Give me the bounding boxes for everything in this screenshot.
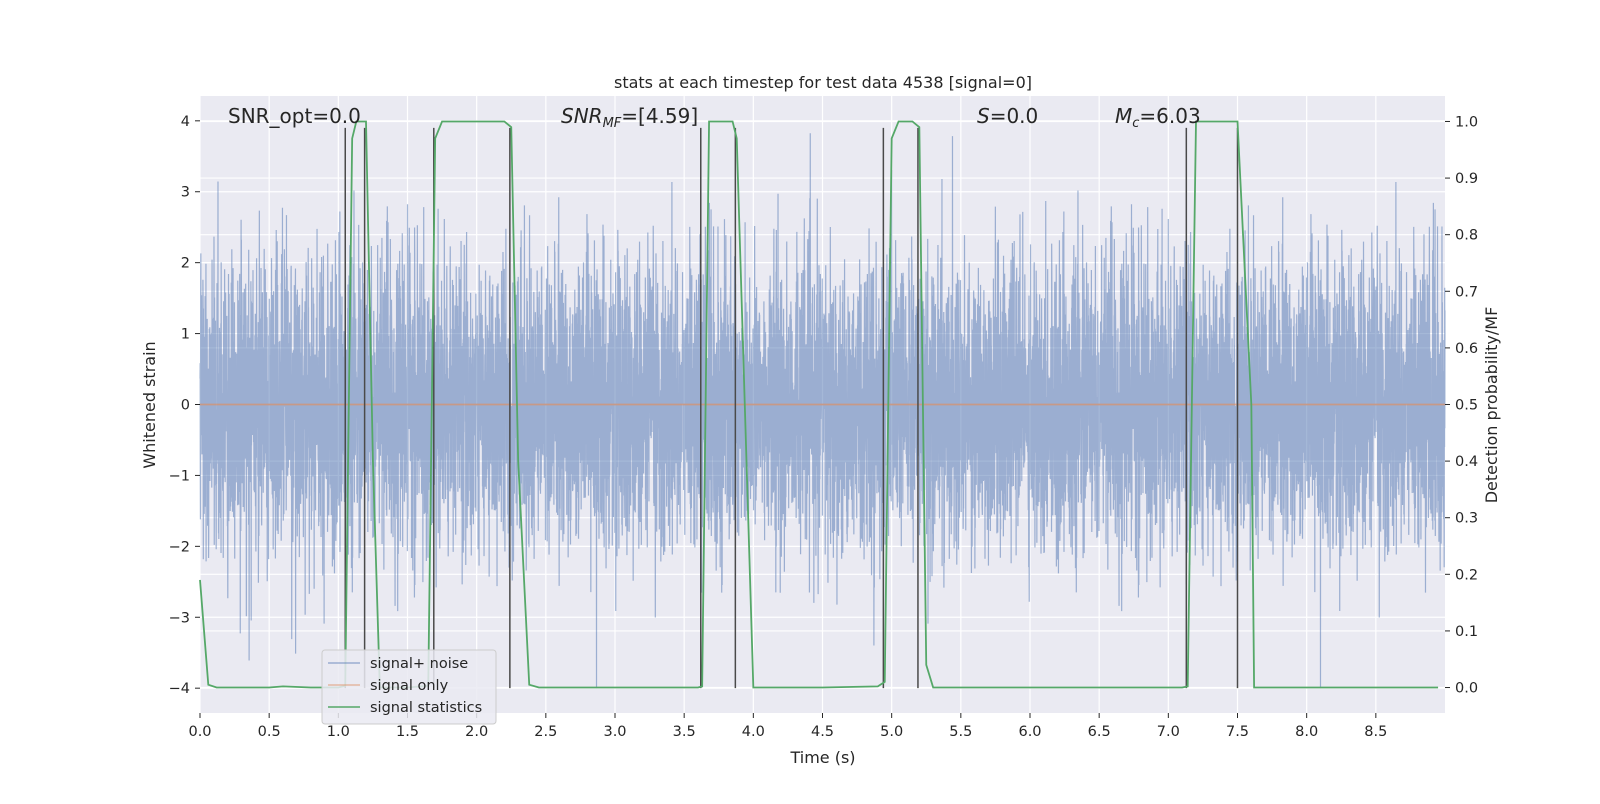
y2-tick-label-5: 0.5	[1455, 398, 1478, 414]
x-tick-label-10: 5.0	[880, 724, 903, 740]
x-tick-label-8: 4.0	[742, 724, 765, 740]
y-tick-label-3: −1	[169, 468, 190, 484]
y-tick-label-1: −3	[169, 610, 190, 626]
line-signal-statistics	[199, 120, 1439, 689]
x-axis-ticks: 0.0 0.5 1.0 1.5 2.0 2.5 3.0 3.5 4.0 4.5 5.0 5.5 6.0 6…	[188, 713, 1387, 740]
y2-tick-label-4: 0.4	[1455, 454, 1478, 470]
y2-tick-label-8: 0.8	[1455, 228, 1478, 244]
y-tick-label-5: 1	[181, 327, 190, 343]
y-tick-label-8: 4	[181, 114, 190, 130]
y2-tick-label-10: 1.0	[1455, 114, 1478, 130]
y-tick-label-0: −4	[169, 681, 190, 697]
y2-tick-label-0: 0.0	[1455, 681, 1478, 697]
legend-label-signal-statistics: signal statistics	[370, 700, 482, 716]
annotation-snr-opt: SNR_opt=0.0	[228, 104, 361, 128]
annotation-s-value: =0.0	[990, 104, 1039, 128]
x-tick-label-0: 0.0	[188, 724, 211, 740]
x-tick-label-2: 1.0	[327, 724, 350, 740]
x-tick-label-12: 6.0	[1018, 724, 1041, 740]
y2-tick-label-2: 0.2	[1455, 567, 1478, 583]
y-tick-label-7: 3	[181, 185, 190, 201]
annotation-snr-mf-main: SNR	[561, 104, 603, 128]
annotation-s: S=0.0	[977, 104, 1038, 128]
y2-tick-label-7: 0.7	[1455, 284, 1478, 300]
y2-axis-ticks: 0.0 0.1 0.2 0.3 0.4 0.5 0.6 0.7 0.8 0.9 1.0	[1445, 114, 1478, 697]
annotation-mc-value: =6.03	[1139, 104, 1200, 128]
chart-title: stats at each timestep for test data 453…	[614, 73, 1032, 92]
legend-label-signal-noise: signal+ noise	[370, 656, 468, 672]
x-tick-label-15: 7.5	[1226, 724, 1249, 740]
x-tick-label-5: 2.5	[534, 724, 557, 740]
y2-tick-label-1: 0.1	[1455, 624, 1478, 640]
y-tick-label-6: 2	[181, 256, 190, 272]
annotation-snr-mf-sub: MF	[603, 116, 622, 131]
y-axis-ticks: −4 −3 −2 −1 0 1 2 3 4	[169, 114, 200, 697]
x-tick-label-16: 8.0	[1295, 724, 1318, 740]
x-tick-label-6: 3.0	[603, 724, 626, 740]
legend: signal+ noise signal only signal statist…	[321, 649, 497, 725]
x-tick-label-1: 0.5	[258, 724, 281, 740]
x-tick-label-7: 3.5	[673, 724, 696, 740]
x-axis-label: Time (s)	[789, 748, 855, 767]
y2-axis-label: Detection probability/MF	[1482, 307, 1501, 504]
annotation-mc: Mc=6.03	[1115, 104, 1201, 131]
annotation-mc-main: M	[1115, 104, 1132, 128]
annotation-snr-mf-value: =[4.59]	[621, 104, 698, 128]
y2-tick-label-9: 0.9	[1455, 171, 1478, 187]
y2-tick-label-3: 0.3	[1455, 511, 1478, 527]
annotation-mc-sub: c	[1132, 116, 1139, 131]
annotation-snr-mf: SNRMF=[4.59]	[561, 104, 698, 131]
y-tick-label-2: −2	[169, 539, 190, 555]
legend-box	[321, 649, 497, 725]
x-tick-label-9: 4.5	[811, 724, 834, 740]
x-tick-label-11: 5.5	[949, 724, 972, 740]
x-tick-label-14: 7.0	[1157, 724, 1180, 740]
legend-label-signal-only: signal only	[370, 678, 449, 694]
x-tick-label-13: 6.5	[1088, 724, 1111, 740]
x-tick-label-3: 1.5	[396, 724, 419, 740]
y-axis-label: Whitened strain	[140, 341, 159, 468]
series-signal-statistics	[199, 120, 1439, 689]
y2-tick-label-6: 0.6	[1455, 341, 1478, 357]
x-tick-label-17: 8.5	[1364, 724, 1387, 740]
annotation-s-main: S	[977, 104, 990, 128]
y-tick-label-4: 0	[181, 398, 190, 414]
x-tick-label-4: 2.0	[465, 724, 488, 740]
